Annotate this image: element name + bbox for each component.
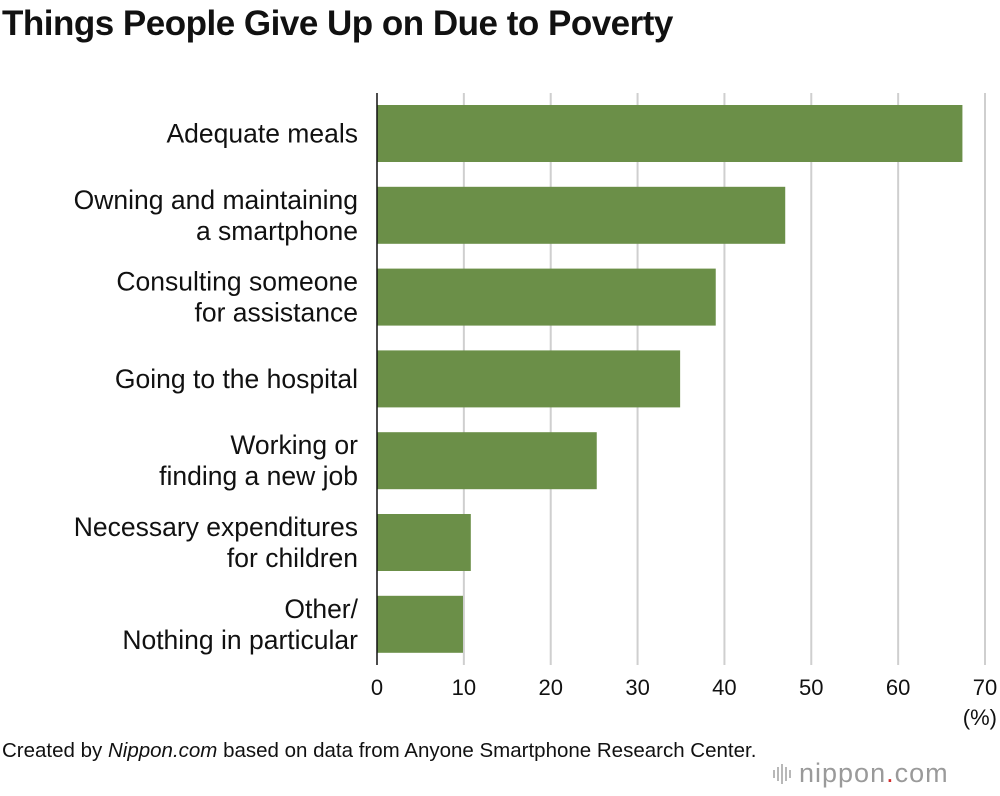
x-tick-label: 60 (886, 675, 910, 700)
x-tick-label: 20 (538, 675, 562, 700)
category-label: finding a new job (159, 461, 358, 491)
category-label: for children (227, 543, 358, 573)
category-label: Adequate meals (166, 119, 358, 149)
category-label: Nothing in particular (122, 625, 358, 655)
source-credit: Created by Nippon.com based on data from… (2, 737, 762, 764)
bar (377, 268, 716, 326)
category-label: for assistance (195, 298, 359, 328)
nippon-logo: nippon.com (773, 758, 949, 789)
credit-source-site: Nippon.com (107, 739, 218, 762)
bar (377, 350, 681, 408)
category-label: Going to the hospital (115, 364, 358, 394)
x-tick-labels: 0 10 20 30 40 50 60 70 (371, 675, 997, 700)
credit-suffix: based on data from Anyone Smartphone Res… (217, 739, 757, 762)
x-tick-label: 0 (371, 675, 383, 700)
bar (377, 432, 597, 490)
credit-prefix: Created by (2, 739, 108, 762)
x-tick-label: 70 (973, 675, 997, 700)
bar (377, 186, 786, 244)
category-label: Owning and maintaining (74, 185, 358, 215)
logo-text: nippon.com (799, 758, 949, 788)
bar (377, 595, 463, 653)
bars (377, 105, 963, 653)
category-label: Working or (230, 430, 358, 460)
logo-soundwave-icon (773, 763, 791, 784)
category-label: Consulting someone (116, 267, 358, 297)
x-unit-label: (%) (963, 705, 997, 730)
category-label: Necessary expenditures (74, 512, 358, 542)
x-tick-label: 30 (625, 675, 649, 700)
x-tick-label: 50 (799, 675, 823, 700)
category-label: a smartphone (196, 216, 358, 246)
chart-title: Things People Give Up on Due to Poverty (2, 4, 673, 43)
bar (377, 105, 963, 162)
x-tick-label: 40 (712, 675, 736, 700)
x-tick-label: 10 (452, 675, 476, 700)
bar (377, 514, 471, 571)
category-label: Other/ (284, 594, 358, 624)
